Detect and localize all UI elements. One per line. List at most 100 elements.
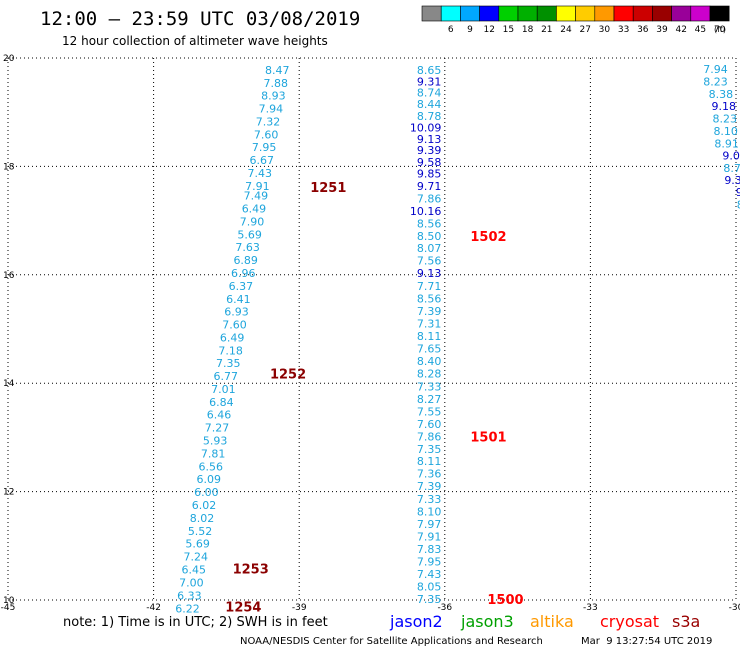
swh-value: 7.60 — [254, 128, 279, 141]
swh-value: 8.10 — [713, 125, 738, 138]
swh-value: 6.67 — [249, 154, 274, 167]
swh-value: 7.95 — [252, 141, 277, 154]
time-labels: 125112521253125415021501150019 — [225, 181, 523, 616]
satellite-tracks: 8.477.888.937.947.327.607.956.677.437.91… — [175, 63, 740, 616]
color-scale-swatch — [536, 5, 557, 22]
color-scale-label: 18 — [522, 25, 534, 35]
swh-value: 6.45 — [182, 564, 207, 577]
time-label: 1502 — [470, 230, 506, 245]
swh-value: 6.56 — [199, 461, 224, 474]
y-tick-label: 20 — [3, 54, 15, 64]
color-scale-swatch — [517, 5, 538, 22]
swh-value: 6.49 — [220, 332, 245, 345]
swh-value: 8.28 — [417, 367, 442, 380]
swh-value: 7.43 — [417, 568, 442, 581]
x-tick-label: -36 — [437, 603, 452, 613]
swh-value: 9.18 — [712, 100, 737, 113]
swh-value: 8.56 — [417, 217, 442, 230]
mission-legend: jason2 jason3 altika cryosat s3a — [389, 612, 700, 631]
swh-value: 7.97 — [417, 518, 442, 531]
swh-value: 7.49 — [244, 190, 269, 203]
track-group: 8.659.318.748.448.7810.099.139.399.589.8… — [410, 64, 442, 606]
swh-value: 8.7 — [723, 162, 740, 175]
mission-cryosat: cryosat — [600, 612, 659, 631]
swh-value: 7.33 — [417, 493, 442, 506]
track-group: 8.477.888.937.947.327.607.956.677.437.91… — [175, 64, 289, 616]
color-scale-unit: (ft) — [714, 25, 726, 34]
swh-value: 8.44 — [417, 98, 442, 111]
swh-value: 7.36 — [417, 468, 442, 481]
swh-value: 8.07 — [417, 242, 442, 255]
swh-value: 6.09 — [197, 473, 222, 486]
swh-value: 7.00 — [179, 577, 204, 590]
color-scale-swatch — [556, 5, 576, 22]
grid-lines — [7, 57, 737, 601]
swh-value: 7.35 — [417, 443, 442, 456]
color-scale-label: 39 — [656, 25, 668, 35]
swh-value: 6.02 — [192, 499, 217, 512]
color-scale-swatch — [652, 5, 672, 22]
color-scale-label: 45 — [695, 25, 706, 35]
footer-note: note: 1) Time is in UTC; 2) SWH is in fe… — [63, 615, 328, 630]
swh-value: 6.77 — [214, 370, 239, 383]
swh-value: 5.52 — [188, 525, 213, 538]
y-tick-label: 14 — [3, 379, 15, 389]
swh-value: 7.91 — [245, 180, 270, 193]
swh-value: 8.23 — [712, 113, 737, 126]
x-tick-label: -45 — [1, 603, 16, 613]
swh-value: 7.81 — [201, 448, 226, 461]
color-scale-label: 6 — [448, 25, 454, 35]
track-group: 7.948.238.389.188.238.108.919.08.79.398 — [703, 63, 740, 212]
swh-value: 7.91 — [417, 531, 442, 544]
axis-tick-labels: -45 -42 -39 -36 -33 -30 10 12 14 16 18 20 — [1, 54, 740, 613]
swh-value: 8.23 — [703, 75, 728, 88]
swh-value: 8.10 — [417, 506, 442, 519]
swh-value: 7.33 — [417, 380, 442, 393]
swh-value: 8.02 — [190, 512, 215, 525]
time-label: 1500 — [487, 593, 523, 608]
swh-value: 7.31 — [417, 318, 442, 331]
swh-value: 7.35 — [417, 593, 442, 606]
swh-value: 7.55 — [417, 405, 442, 418]
swh-value: 9 — [736, 186, 740, 199]
generated-timestamp: Mar 9 13:27:54 UTC 2019 — [581, 636, 712, 647]
swh-value: 7.94 — [703, 63, 728, 76]
time-label: 1501 — [470, 430, 506, 445]
swh-value: 6.41 — [226, 293, 251, 306]
swh-value: 6.00 — [194, 486, 219, 499]
mission-jason3: jason3 — [460, 612, 514, 631]
swh-value: 10.16 — [410, 205, 442, 218]
swh-value: 5.69 — [237, 229, 262, 242]
swh-value: 9.39 — [417, 144, 442, 157]
swh-value: 7.95 — [417, 556, 442, 569]
swh-value: 6.33 — [177, 590, 202, 603]
swh-value: 9.13 — [417, 133, 442, 146]
color-scale-label: 21 — [541, 25, 552, 35]
swh-value: 7.43 — [248, 167, 273, 180]
swh-value: 5.93 — [203, 435, 228, 448]
swh-value: 8.47 — [265, 64, 290, 77]
swh-value: 8.56 — [417, 293, 442, 306]
color-scale-swatch — [575, 5, 596, 22]
color-scale-swatch — [632, 5, 653, 22]
swh-value: 7.60 — [222, 319, 247, 332]
color-scale-label: 36 — [637, 25, 649, 35]
color-scale-swatch — [421, 5, 442, 22]
swh-value: 6.37 — [229, 280, 254, 293]
color-scale-swatch — [594, 5, 615, 22]
swh-value: 7.65 — [417, 343, 442, 356]
swh-value: 7.63 — [235, 241, 260, 254]
swh-value: 6.84 — [209, 396, 234, 409]
color-scale-swatch — [479, 5, 500, 22]
color-scale-swatch — [440, 5, 461, 22]
color-scale-label: 30 — [599, 25, 611, 35]
color-scale-swatch — [671, 5, 692, 22]
swh-value: 7.88 — [264, 77, 289, 90]
color-scale-label: 33 — [618, 25, 629, 35]
color-scale-label: 9 — [467, 25, 473, 35]
y-tick-label: 12 — [3, 488, 14, 498]
swh-value: 7.18 — [218, 345, 243, 358]
y-tick-label: 10 — [3, 596, 15, 606]
swh-value: 6.89 — [233, 254, 258, 267]
